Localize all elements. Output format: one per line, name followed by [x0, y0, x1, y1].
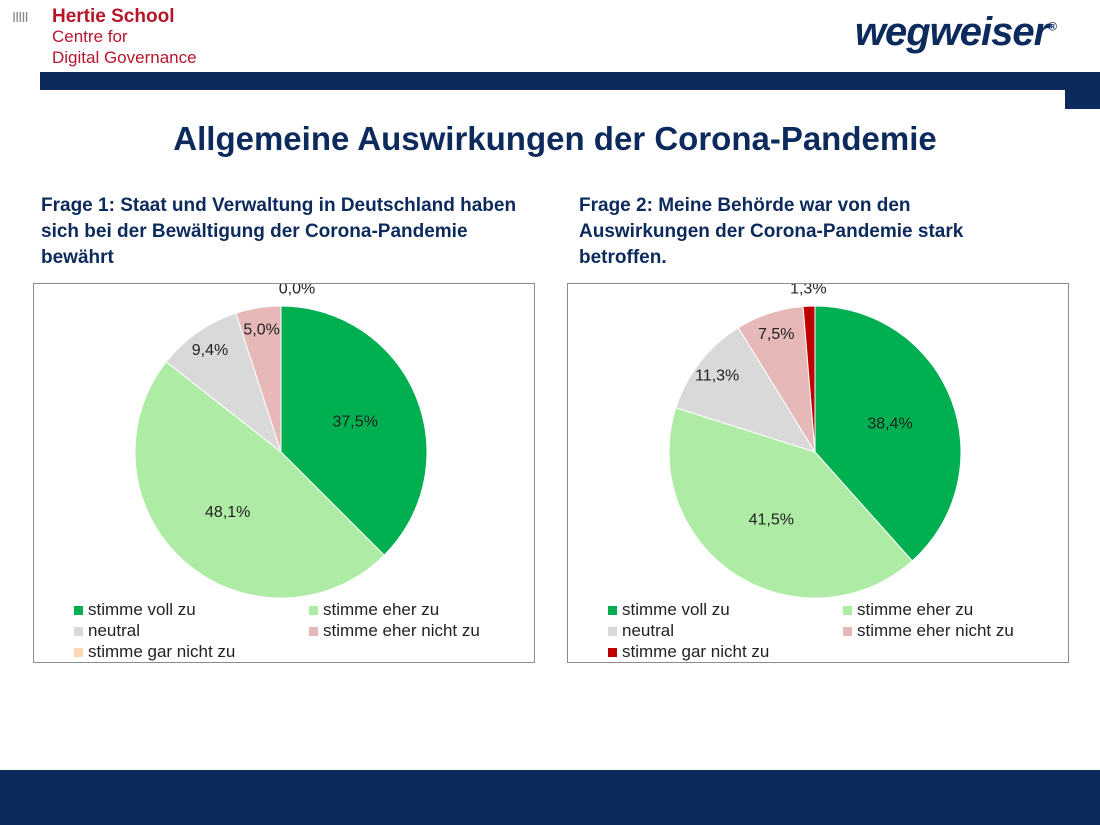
legend-item: stimme eher nicht zu — [309, 621, 534, 641]
legend-swatch — [608, 626, 617, 636]
pie-svg: 38,4% 41,5% 11,3% 7,5% 1,3% — [668, 284, 962, 599]
legend-label: stimme gar nicht zu — [622, 642, 770, 661]
slide-title: Allgemeine Auswirkungen der Corona-Pande… — [173, 120, 937, 157]
pie-slice — [814, 305, 962, 562]
legend-label: neutral — [88, 621, 140, 640]
data-label: 11,3% — [695, 368, 739, 385]
pie-slice — [802, 305, 816, 453]
legend-item: neutral — [608, 621, 843, 641]
data-label: 9,4% — [192, 342, 228, 359]
pie-slice — [235, 305, 282, 453]
legend-swatch — [309, 626, 318, 636]
question-2-title: Frage 2: Meine Behörde war von den Auswi… — [579, 195, 964, 268]
pie-slice — [675, 327, 817, 453]
legend-swatch — [74, 626, 83, 636]
legend-swatch — [608, 605, 617, 615]
data-label: 38,4% — [867, 415, 912, 432]
pie-slice — [134, 361, 385, 599]
data-label: 0,0% — [279, 284, 315, 297]
legend-item: stimme gar nicht zu — [74, 642, 309, 662]
logo-line2: Centre for — [52, 27, 128, 46]
legend-swatch — [309, 605, 318, 615]
legend-item: stimme eher zu — [843, 600, 1068, 620]
data-label: 1,3% — [790, 284, 826, 298]
legend-item: stimme eher zu — [309, 600, 534, 620]
legend: stimme voll zu stimme eher zu neutral stimm… — [74, 600, 534, 662]
legend: stimme voll zu stimme eher zu neutral stimm… — [608, 600, 1068, 662]
legend-label: stimme eher nicht zu — [857, 621, 1014, 640]
pie-slice — [280, 305, 428, 556]
legend-item: neutral — [74, 621, 309, 641]
pie-svg: 37,5% 48,1% 9,4% 5,0% 0,0% — [134, 284, 428, 599]
pie-slice — [165, 312, 282, 454]
data-label: 41,5% — [749, 511, 794, 528]
legend-label: stimme voll zu — [88, 600, 196, 619]
legend-label: stimme eher zu — [857, 600, 974, 619]
legend-label: stimme voll zu — [622, 600, 730, 619]
columns-icon: ⅠⅠⅠⅠⅠ — [12, 9, 29, 25]
footer-bar — [0, 770, 1100, 825]
logo-line1: Hertie School — [52, 6, 175, 27]
legend-swatch — [843, 605, 852, 615]
data-label: 7,5% — [758, 326, 794, 343]
pie-chart-2: 38,4% 41,5% 11,3% 7,5% 1,3% stimme voll zu st… — [567, 283, 1069, 663]
legend-swatch — [608, 647, 617, 657]
header-square — [1065, 72, 1100, 109]
data-label: 37,5% — [333, 413, 378, 430]
legend-label: stimme gar nicht zu — [88, 642, 236, 661]
pie-slice — [668, 407, 913, 599]
legend-item: stimme eher nicht zu — [843, 621, 1068, 641]
logo-line3: Digital Governance — [52, 48, 197, 67]
legend-item: stimme voll zu — [608, 600, 843, 620]
legend-label: stimme eher nicht zu — [323, 621, 480, 640]
legend-swatch — [843, 626, 852, 636]
data-label: 5,0% — [243, 321, 279, 338]
legend-swatch — [74, 647, 83, 657]
legend-swatch — [74, 605, 83, 615]
legend-item: stimme gar nicht zu — [608, 642, 843, 662]
pie-chart-1: 37,5% 48,1% 9,4% 5,0% 0,0% stimme voll zu sti… — [33, 283, 535, 663]
legend-item: stimme voll zu — [74, 600, 309, 620]
legend-label: neutral — [622, 621, 674, 640]
wegweiser-logo: wegweiser® — [854, 10, 1057, 54]
question-1-title: Frage 1: Staat und Verwaltung in Deutsch… — [41, 195, 517, 268]
legend-label: stimme eher zu — [323, 600, 440, 619]
data-label: 48,1% — [205, 504, 250, 521]
header-bar — [40, 72, 1065, 90]
